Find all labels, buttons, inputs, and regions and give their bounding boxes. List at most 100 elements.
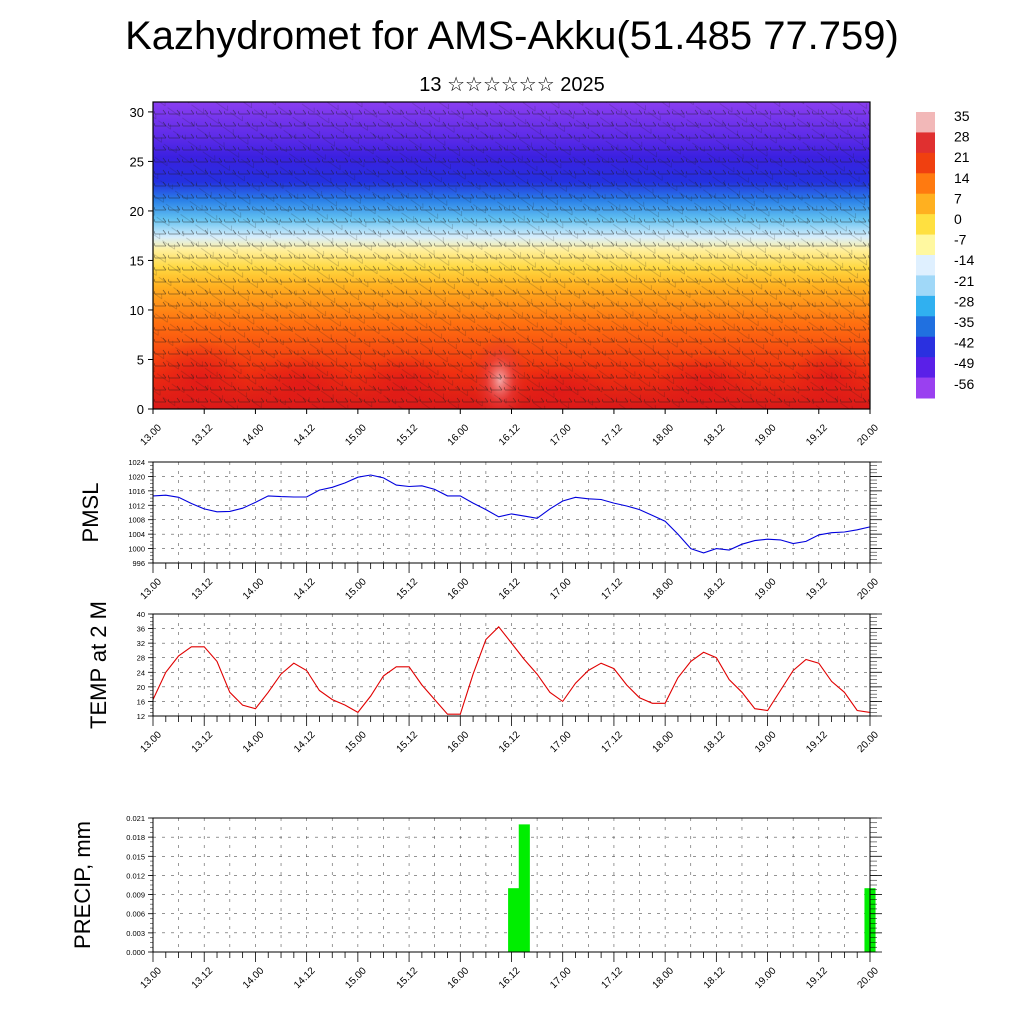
x-tick-label: 17.00 <box>548 729 574 755</box>
x-tick-label: 18.12 <box>702 729 728 755</box>
colorbar-label: -7 <box>954 232 967 248</box>
y-tick-label: 1024 <box>128 458 145 467</box>
colorbar-swatch <box>916 132 935 154</box>
page-subtitle: 13 ☆☆☆☆☆☆ 2025 <box>419 74 605 96</box>
x-tick-label: 14.12 <box>292 576 318 602</box>
x-tick-label: 19.12 <box>804 965 830 991</box>
colorbar-swatch <box>916 234 935 256</box>
grid <box>152 613 871 717</box>
heatmap-field <box>153 102 870 409</box>
colorbar-label: 0 <box>954 211 962 227</box>
x-tick-label: 16.12 <box>497 729 523 755</box>
y-tick-label: 0.000 <box>126 948 145 957</box>
y-tick-label: 32 <box>137 639 145 648</box>
colorbar-label: -35 <box>954 314 974 330</box>
heatmap-x-tick-label: 17.12 <box>599 422 625 448</box>
y-axis-label: PMSL <box>78 483 103 543</box>
x-tick-label: 14.00 <box>241 729 267 755</box>
pmsl-panel: 1024 1020 1016 1012 1008 1004 1000 996 13.00 13.1… <box>78 458 882 602</box>
colorbar-swatch <box>916 193 935 215</box>
y-tick-label: 1004 <box>128 530 145 539</box>
x-tick-label: 17.12 <box>599 965 625 991</box>
x-tick-label: 16.00 <box>446 576 472 602</box>
y-tick-label: 1000 <box>128 545 145 554</box>
colorbar-swatch <box>916 357 935 379</box>
x-tick-label: 20.00 <box>855 729 881 755</box>
x-tick-label: 15.00 <box>343 729 369 755</box>
y-tick-label: 12 <box>137 712 145 721</box>
x-tick-label: 14.00 <box>241 965 267 991</box>
x-tick-label: 19.00 <box>753 965 779 991</box>
x-tick-label: 17.12 <box>599 576 625 602</box>
page-title: Kazhydromet for AMS-Akku(51.485 77.759) <box>125 14 899 58</box>
x-tick-label: 14.00 <box>241 576 267 602</box>
colorbar-swatch <box>916 112 935 133</box>
x-tick-label: 18.00 <box>651 576 677 602</box>
x-tick-label: 14.12 <box>292 729 318 755</box>
heatmap-x-tick-label: 17.00 <box>548 422 574 448</box>
heatmap-x-tick-label: 16.12 <box>497 422 523 448</box>
colorbar-label: -56 <box>954 376 974 392</box>
x-tick-label: 16.00 <box>446 729 472 755</box>
colorbar-swatch <box>916 316 935 338</box>
heatmap-x-axis: 13.00 13.12 14.00 14.12 15.00 15.12 16.00 16.12… <box>138 409 881 448</box>
x-tick-label: 18.00 <box>651 729 677 755</box>
temp-line <box>152 625 871 715</box>
y-tick-label: 0.015 <box>126 852 145 861</box>
y-tick-label: 0.006 <box>126 910 145 919</box>
y-tick-label: 1016 <box>128 487 145 496</box>
x-tick-label: 15.12 <box>395 576 421 602</box>
colorbar-swatch <box>916 275 935 297</box>
y-tick-label: 36 <box>137 625 145 634</box>
heatmap-x-tick-label: 18.00 <box>651 422 677 448</box>
temp-panel: 40 36 32 28 24 20 16 12 13.00 13.12 14.00 14.12 15.0… <box>86 601 882 755</box>
heatmap-x-tick-label: 19.12 <box>804 422 830 448</box>
x-tick-label: 13.00 <box>138 965 164 991</box>
y-tick-label: 0.003 <box>126 929 145 938</box>
colorbar: 35 28 21 14 7 0 -7 -14 -21 -28 -35 -42 -49 -56 <box>916 108 974 399</box>
colorbar-label: -28 <box>954 293 974 309</box>
x-tick-label: 14.12 <box>292 965 318 991</box>
x-tick-label: 13.12 <box>190 576 216 602</box>
y-axis-label: PRECIP, mm <box>70 821 95 949</box>
x-tick-label: 16.12 <box>497 576 523 602</box>
heatmap-x-tick-label: 15.00 <box>343 422 369 448</box>
x-tick-label: 18.00 <box>651 965 677 991</box>
heatmap-x-tick-label: 14.00 <box>241 422 267 448</box>
x-tick-label: 19.12 <box>804 576 830 602</box>
x-tick-label: 20.00 <box>855 965 881 991</box>
heatmap-y-tick-label: 15 <box>130 253 144 268</box>
heatmap-x-tick-label: 14.12 <box>292 422 318 448</box>
heatmap-x-tick-label: 18.12 <box>702 422 728 448</box>
x-tick-label: 15.12 <box>395 965 421 991</box>
heatmap-x-tick-label: 13.12 <box>190 422 216 448</box>
colorbar-label: 7 <box>954 190 962 206</box>
y-tick-label: 996 <box>132 559 145 568</box>
x-tick-label: 18.12 <box>702 965 728 991</box>
colorbar-swatch <box>916 255 935 276</box>
y-tick-label: 1012 <box>128 501 145 510</box>
x-tick-label: 17.00 <box>548 965 574 991</box>
x-tick-label: 19.12 <box>804 729 830 755</box>
colorbar-label: 14 <box>954 170 970 186</box>
grid <box>152 461 871 564</box>
x-tick-label: 19.00 <box>753 576 779 602</box>
precip-bar <box>508 888 520 952</box>
x-tick-label: 18.12 <box>702 576 728 602</box>
precip-panel: 0.021 0.018 0.015 0.012 0.009 0.006 0.003 0.000… <box>70 814 882 991</box>
heatmap-y-tick-label: 5 <box>137 352 144 367</box>
x-tick-label: 13.12 <box>190 729 216 755</box>
colorbar-swatch <box>916 295 935 317</box>
heatmap-x-tick-label: 15.12 <box>395 422 421 448</box>
colorbar-label: 21 <box>954 149 970 165</box>
heatmap-y-tick-label: 25 <box>130 154 144 169</box>
y-tick-label: 0.009 <box>126 891 145 900</box>
precip-bar <box>518 824 530 952</box>
x-tick-label: 19.00 <box>753 729 779 755</box>
colorbar-swatch <box>916 377 935 399</box>
heatmap-y-tick-label: 30 <box>130 105 144 120</box>
colorbar-label: -14 <box>954 252 974 268</box>
colorbar-label: 35 <box>954 108 970 124</box>
y-tick-label: 1020 <box>128 472 145 481</box>
